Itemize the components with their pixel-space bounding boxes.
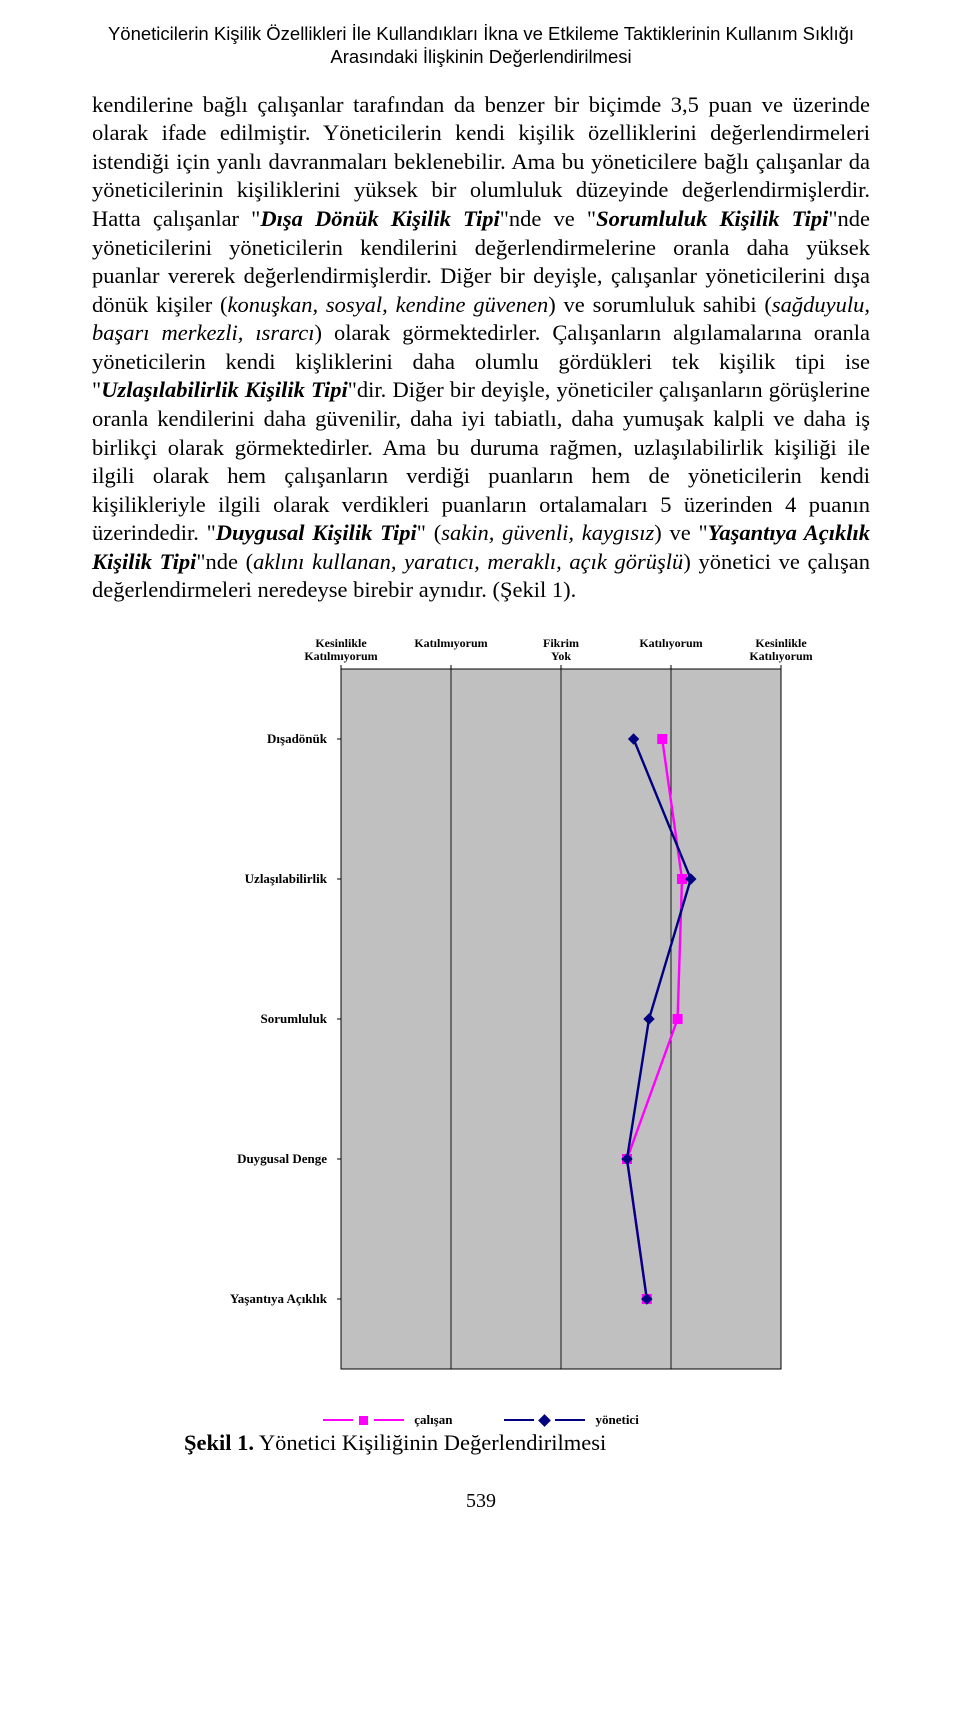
text: ) ve sorumluluk sahibi ( (548, 292, 772, 317)
svg-text:Yok: Yok (551, 649, 571, 663)
chart-legend: çalışan yönetici (92, 1408, 870, 1428)
running-head: Yöneticilerin Kişilik Özellikleri İle Ku… (92, 22, 870, 68)
emph-it: aklını kullanan, yaratıcı, meraklı, açık… (253, 549, 683, 574)
caption-label: Şekil 1. (184, 1430, 254, 1455)
svg-text:Kesinlikle: Kesinlikle (755, 636, 807, 650)
paper-page: Yöneticilerin Kişilik Özellikleri İle Ku… (0, 0, 960, 1543)
emph-bi: Uzlaşılabilirlik Kişilik Tipi (101, 377, 348, 402)
running-head-line1: Yöneticilerin Kişilik Özellikleri İle Ku… (108, 23, 854, 44)
legend-item: çalışan (323, 1412, 452, 1428)
svg-text:Duygusal Denge: Duygusal Denge (237, 1151, 327, 1166)
svg-text:Dışadönük: Dışadönük (267, 731, 328, 746)
svg-text:Sorumluluk: Sorumluluk (261, 1011, 328, 1026)
running-head-line2: Arasındaki İlişkinin Değerlendirilmesi (330, 46, 631, 67)
svg-text:Katılıyorum: Katılıyorum (639, 636, 702, 650)
body-paragraph: kendilerine bağlı çalışanlar tarafından … (92, 91, 870, 605)
svg-text:Fikrim: Fikrim (543, 636, 579, 650)
svg-text:Uzlaşılabilirlik: Uzlaşılabilirlik (245, 871, 328, 886)
emph-bi: Duygusal Kişilik Tipi (216, 520, 417, 545)
emph-it: sakin, güvenli, kaygısız (441, 520, 654, 545)
text: "nde ve " (500, 206, 596, 231)
personality-chart: KesinlikleKatılmıyorumKatılmıyorumFikrim… (141, 627, 821, 1397)
svg-text:Katılmıyorum: Katılmıyorum (304, 649, 377, 663)
text: ) ve " (654, 520, 707, 545)
emph-bi: Sorumluluk Kişilik Tipi (596, 206, 828, 231)
emph-bi: Dışa Dönük Kişilik Tipi (260, 206, 499, 231)
svg-text:Katılmıyorum: Katılmıyorum (414, 636, 487, 650)
svg-text:Yaşantıya Açıklık: Yaşantıya Açıklık (230, 1291, 328, 1306)
figure-caption: Şekil 1. Yönetici Kişiliğinin Değerlendi… (184, 1430, 870, 1456)
page-number: 539 (92, 1490, 870, 1513)
text: " ( (417, 520, 441, 545)
legend-item: yönetici (504, 1412, 638, 1428)
caption-text: Yönetici Kişiliğinin Değerlendirilmesi (254, 1430, 606, 1455)
emph-it: konuşkan, sosyal, kendine güvenen (228, 292, 549, 317)
figure-1: KesinlikleKatılmıyorumKatılmıyorumFikrim… (92, 627, 870, 1456)
text: "nde ( (196, 549, 253, 574)
svg-text:Kesinlikle: Kesinlikle (315, 636, 367, 650)
svg-text:Katılıyorum: Katılıyorum (749, 649, 812, 663)
